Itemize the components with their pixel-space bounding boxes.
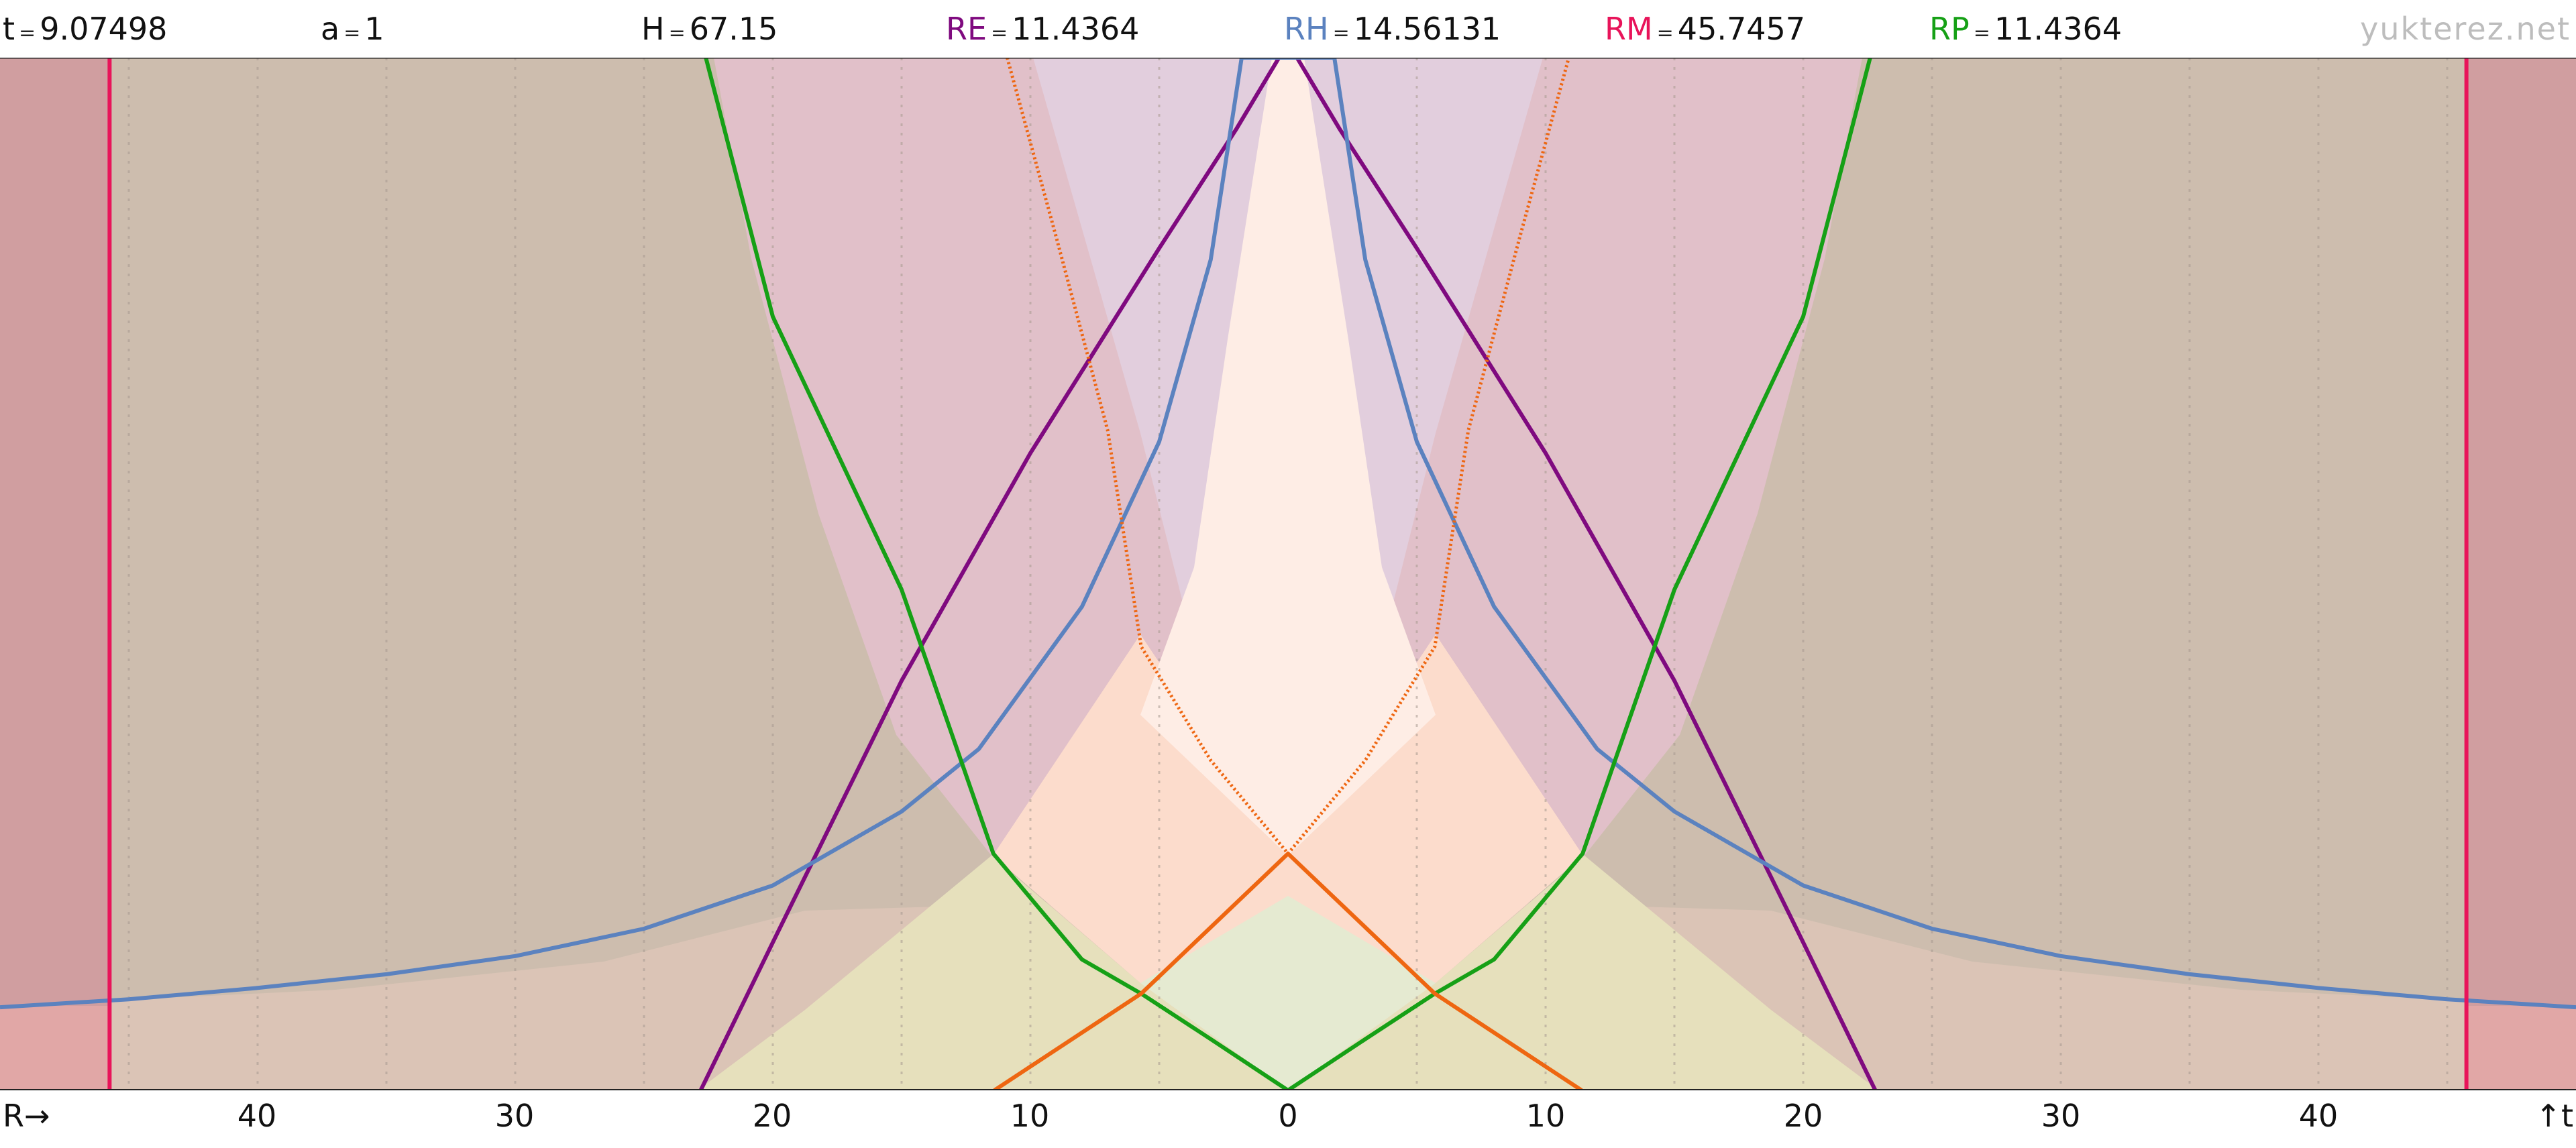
stat-rh: RH = 14.56131 — [1284, 8, 1501, 54]
region-beyond-mass-right-lower — [2466, 1006, 2576, 1090]
stat-re-value: 11.4364 — [1012, 11, 1140, 47]
vertical-grid — [127, 58, 2449, 1090]
region-beyond-mass-right — [2466, 58, 2576, 1090]
x-tick-label: 30 — [494, 1098, 535, 1134]
stat-rp: RP = 11.4364 — [1929, 8, 2122, 54]
brand-watermark: yukterez.net — [2360, 11, 2571, 47]
region-particle-wedge-right — [1288, 856, 1878, 1090]
x-axis-label: R→ — [3, 1098, 50, 1134]
header-stats-bar: t = 9.07498 a = 1 H = 67.15 RE = 11.4364 RH = 14.5… — [0, 0, 2576, 58]
t-axis-label: ↑t — [2535, 1098, 2573, 1134]
x-tick-label: 20 — [752, 1098, 792, 1134]
stat-rp-value: 11.4364 — [1994, 11, 2123, 47]
stat-a: a = 1 — [321, 8, 384, 54]
stat-h-equals: = — [668, 21, 686, 45]
stat-rm-value: 45.7457 — [1677, 11, 1806, 47]
region-particle-wedge-left — [698, 856, 1288, 1090]
rp-curve — [704, 58, 1872, 1090]
rh-curve — [0, 58, 2576, 1010]
stat-h: H = 67.15 — [641, 8, 777, 54]
x-tick-label: 30 — [2041, 1098, 2081, 1134]
stat-h-value: 67.15 — [689, 11, 778, 47]
stat-rm: RM = 45.7457 — [1605, 8, 1805, 54]
horizon-chart — [0, 58, 2576, 1090]
region-inside-light-cone — [1140, 58, 1436, 856]
stat-t: t = 9.07498 — [3, 8, 167, 54]
stat-re-key: RE — [946, 11, 987, 47]
stat-rp-equals: = — [1973, 21, 1990, 45]
stat-rm-equals: = — [1656, 21, 1674, 45]
stat-a-key: a — [321, 11, 340, 47]
stat-re: RE = 11.4364 — [946, 8, 1139, 54]
re-curve — [698, 58, 1878, 1090]
stat-rh-equals: = — [1332, 21, 1350, 45]
region-light-lower — [1140, 896, 1436, 1090]
region-fills — [0, 58, 2576, 1090]
stat-rp-key: RP — [1929, 11, 1970, 47]
x-tick-label: 10 — [1010, 1098, 1050, 1134]
region-beyond-mass-left-lower — [0, 1006, 110, 1090]
x-tick-label: 10 — [1525, 1098, 1566, 1134]
stat-re-equals: = — [991, 21, 1008, 45]
series-curves — [0, 58, 2576, 1090]
light-cone-upper — [1005, 58, 1571, 856]
region-beyond-mass-left — [0, 58, 110, 1090]
x-tick-label: 20 — [1783, 1098, 1823, 1134]
x-tick-label: 0 — [1278, 1098, 1298, 1134]
stat-h-key: H — [641, 11, 665, 47]
stat-rh-value: 14.56131 — [1353, 11, 1501, 47]
stat-t-value: 9.07498 — [40, 11, 168, 47]
stat-a-value: 1 — [364, 11, 384, 47]
stat-rh-key: RH — [1284, 11, 1329, 47]
x-tick-label: 40 — [237, 1098, 277, 1134]
stat-t-equals: = — [19, 21, 36, 45]
x-axis-bar: R→ 40 30 20 10 0 10 20 30 40 ↑t — [0, 1090, 2576, 1148]
stat-rm-key: RM — [1605, 11, 1653, 47]
stat-t-key: t — [3, 11, 15, 47]
x-tick-label: 40 — [2298, 1098, 2339, 1134]
stat-a-equals: = — [343, 21, 361, 45]
region-past-light-cone — [993, 634, 1583, 1090]
